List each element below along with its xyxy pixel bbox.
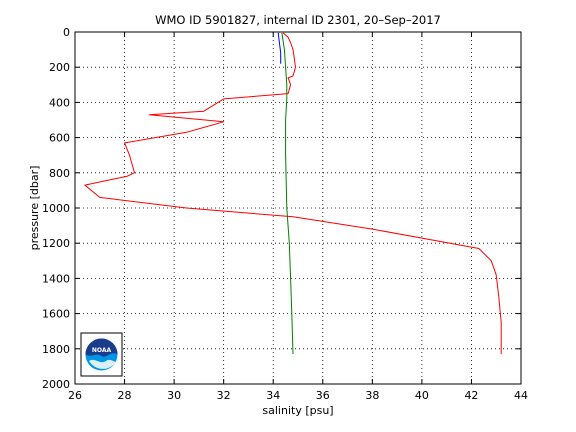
y-tick-label: 1600 xyxy=(42,308,70,321)
y-tick-labels: 0 200 400 600 800 1000 1200 1400 1600 1800 2000 xyxy=(42,26,70,391)
y-tick-label: 1400 xyxy=(42,272,70,285)
x-tick-label: 36 xyxy=(316,389,330,402)
y-tick-label: 600 xyxy=(49,132,70,145)
series-line-1 xyxy=(281,32,294,355)
y-tick-label: 200 xyxy=(49,61,70,74)
data-series xyxy=(84,32,502,355)
y-tick-label: 1000 xyxy=(42,202,70,215)
y-tick-label: 1800 xyxy=(42,343,70,356)
grid xyxy=(75,32,521,384)
y-tick-label: 800 xyxy=(49,167,70,180)
x-tick-label: 26 xyxy=(68,389,82,402)
series-line-2 xyxy=(84,32,502,355)
x-tick-label: 30 xyxy=(167,389,181,402)
x-tick-label: 38 xyxy=(365,389,379,402)
axis-ticks xyxy=(74,31,522,385)
x-tick-label: 44 xyxy=(514,389,528,402)
y-tick-label: 0 xyxy=(63,26,70,39)
logo-upper-half xyxy=(85,338,118,357)
x-tick-label: 32 xyxy=(217,389,231,402)
x-tick-label: 40 xyxy=(415,389,429,402)
noaa-logo: NOAA xyxy=(80,332,123,377)
x-tick-label: 28 xyxy=(118,389,132,402)
y-axis-label: pressure [dbar] xyxy=(28,166,41,251)
y-tick-label: 2000 xyxy=(42,378,70,391)
x-tick-label: 42 xyxy=(464,389,478,402)
x-axis-label: salinity [psu] xyxy=(262,404,333,417)
chart-title: WMO ID 5901827, internal ID 2301, 20–Sep… xyxy=(155,13,441,27)
logo-text: NOAA xyxy=(92,347,112,354)
x-tick-label: 34 xyxy=(266,389,280,402)
x-tick-labels: 26 28 30 32 34 36 38 40 42 44 xyxy=(68,389,528,402)
logo-wave xyxy=(89,359,116,369)
series-line-0 xyxy=(277,32,282,64)
y-tick-label: 1200 xyxy=(42,237,70,250)
y-tick-label: 400 xyxy=(49,96,70,109)
